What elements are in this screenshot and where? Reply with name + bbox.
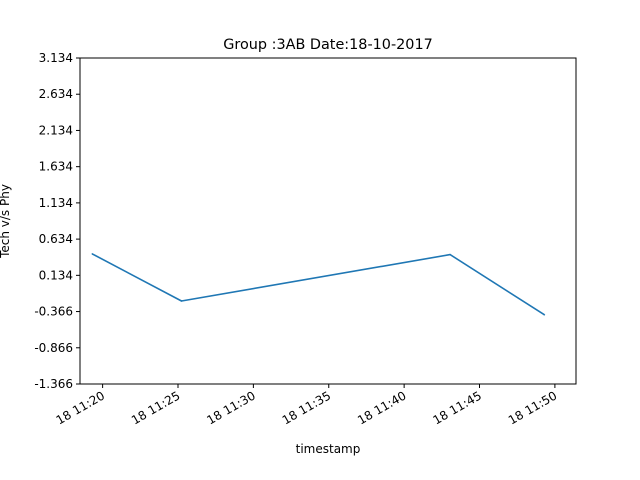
x-tick-label: 18 11:40	[355, 388, 408, 427]
x-tick-label: 18 11:35	[280, 388, 333, 427]
y-tick-label: -0.866	[34, 341, 73, 355]
data-point	[91, 253, 94, 255]
chart-title: Group :3AB Date:18-10-2017	[223, 37, 433, 53]
y-tick-label: -0.366	[34, 305, 73, 319]
y-tick-label: -1.366	[34, 377, 73, 391]
x-tick-label: 18 11:25	[129, 388, 182, 427]
x-axis-label: timestamp	[296, 442, 361, 456]
data-point	[180, 300, 183, 302]
x-tick-label: 18 11:30	[204, 388, 257, 427]
series-line	[91, 253, 545, 316]
plot-frame	[79, 57, 577, 385]
y-axis-label: Tech v/s Phy	[0, 184, 12, 259]
y-axis-ticks: 3.134 2.634 2.134 1.634 1.134 0.634 0.134 -0.36…	[34, 51, 80, 391]
x-tick-label: 18 11:20	[54, 388, 107, 427]
series-lines	[91, 253, 546, 316]
y-tick-label: 3.134	[39, 51, 73, 65]
x-axis-ticks: 18 11:20 18 11:25 18 11:30 18 11:35 18 11:40…	[54, 384, 559, 427]
y-tick-label: 0.634	[39, 232, 73, 246]
x-tick-label: 18 11:45	[431, 388, 484, 427]
data-point	[449, 253, 451, 256]
y-tick-label: 1.134	[39, 196, 73, 210]
y-tick-label: 0.134	[39, 268, 73, 282]
data-point	[543, 313, 546, 316]
x-tick-label: 18 11:50	[506, 388, 559, 427]
y-tick-label: 2.634	[39, 87, 73, 101]
y-tick-label: 2.134	[39, 123, 73, 137]
y-tick-label: 1.634	[39, 160, 73, 174]
